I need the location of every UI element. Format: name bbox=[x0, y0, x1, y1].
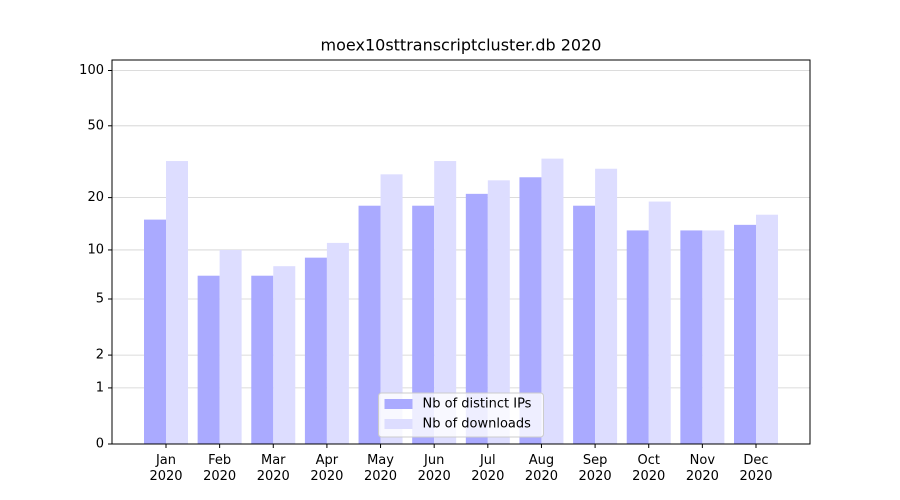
bar bbox=[358, 205, 381, 444]
bar bbox=[144, 219, 166, 444]
bar bbox=[702, 230, 725, 444]
x-tick-label: Oct 2020 bbox=[632, 453, 666, 484]
y-tick-label: 1 bbox=[96, 380, 104, 395]
bar bbox=[166, 161, 188, 444]
x-tick-label: Jul 2020 bbox=[471, 453, 505, 484]
x-tick-label: Jun 2020 bbox=[417, 453, 451, 484]
bar bbox=[626, 230, 649, 444]
x-tick-label: Mar 2020 bbox=[256, 453, 290, 484]
y-tick-label: 10 bbox=[87, 242, 104, 257]
legend: Nb of distinct IPs Nb of downloads bbox=[378, 392, 544, 438]
bar bbox=[734, 224, 756, 444]
y-tick-label: 0 bbox=[96, 437, 104, 452]
bar bbox=[465, 193, 488, 444]
bar bbox=[680, 230, 703, 444]
x-tick-label: Feb 2020 bbox=[203, 453, 237, 484]
chart-title: moex10sttranscriptcluster.db 2020 bbox=[321, 36, 602, 55]
bar bbox=[412, 205, 435, 444]
y-tick-label: 100 bbox=[79, 63, 104, 78]
bar bbox=[595, 168, 618, 444]
x-tick-label: May 2020 bbox=[363, 453, 398, 484]
legend-frame bbox=[378, 392, 544, 438]
legend-label: Nb of distinct IPs bbox=[423, 397, 532, 412]
x-tick-label: Sep 2020 bbox=[578, 453, 612, 484]
x-tick-label: Apr 2020 bbox=[310, 453, 344, 484]
y-tick-label: 2 bbox=[96, 348, 104, 363]
bar bbox=[434, 161, 457, 444]
bar bbox=[541, 158, 564, 444]
y-tick-label: 50 bbox=[87, 118, 104, 133]
bar bbox=[197, 275, 220, 444]
bar bbox=[304, 257, 327, 444]
x-tick-label: Nov 2020 bbox=[685, 453, 719, 484]
bar bbox=[380, 174, 403, 445]
bar bbox=[219, 249, 242, 444]
legend-swatch bbox=[384, 399, 413, 409]
y-tick-label: 5 bbox=[96, 291, 104, 306]
bar bbox=[326, 242, 349, 444]
bar bbox=[573, 205, 596, 444]
bar bbox=[487, 180, 510, 444]
bar bbox=[756, 214, 778, 444]
y-tick-label: 20 bbox=[87, 190, 104, 205]
legend-swatch bbox=[384, 419, 413, 429]
x-tick-label: Aug 2020 bbox=[524, 453, 558, 484]
bar bbox=[251, 275, 274, 444]
bar bbox=[273, 266, 296, 444]
bar bbox=[519, 177, 542, 445]
plot-frame bbox=[111, 59, 811, 445]
x-tick-label: Jan 2020 bbox=[149, 453, 183, 484]
bar bbox=[648, 201, 671, 444]
x-tick-label: Dec 2020 bbox=[739, 453, 773, 484]
legend-label: Nb of downloads bbox=[423, 417, 532, 432]
